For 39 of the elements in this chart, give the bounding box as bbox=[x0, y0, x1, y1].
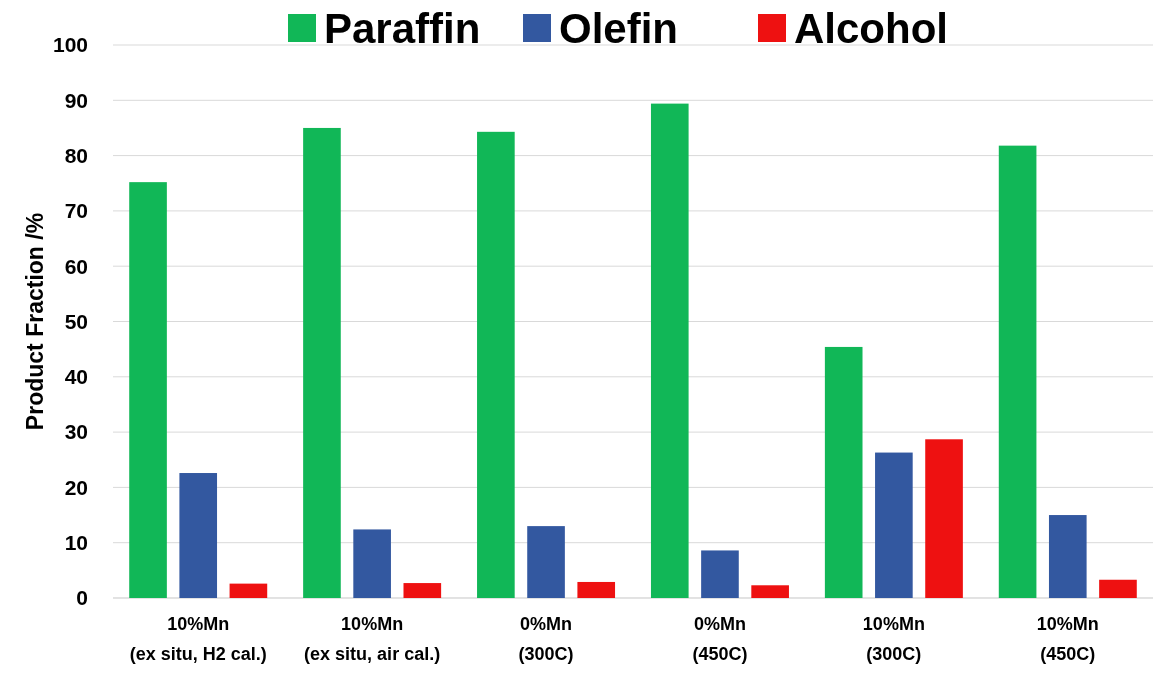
bar bbox=[303, 127, 341, 598]
bar bbox=[403, 583, 442, 598]
bar bbox=[1099, 579, 1137, 598]
y-tick-label: 40 bbox=[64, 365, 88, 389]
y-tick-label: 60 bbox=[64, 254, 88, 278]
y-tick-label: 70 bbox=[64, 199, 88, 223]
y-tick-label: 0 bbox=[76, 586, 88, 610]
bar bbox=[875, 452, 913, 598]
y-tick-label: 10 bbox=[64, 531, 88, 555]
y-tick-label: 50 bbox=[64, 309, 88, 333]
bar bbox=[701, 550, 739, 598]
bar bbox=[998, 145, 1037, 598]
bar bbox=[751, 585, 789, 598]
bar bbox=[577, 581, 616, 598]
y-tick-label: 90 bbox=[64, 88, 88, 112]
bar bbox=[229, 583, 268, 598]
bar bbox=[353, 529, 391, 598]
x-tick-label: 10%Mn (300C) bbox=[862, 614, 925, 664]
y-tick-label: 80 bbox=[64, 143, 88, 167]
y-tick-label: 100 bbox=[52, 33, 88, 57]
y-tick-label: 30 bbox=[64, 420, 88, 444]
legend-label: Olefin bbox=[559, 4, 679, 52]
x-tick-label: 10%Mn (450C) bbox=[1036, 614, 1099, 664]
bar bbox=[824, 346, 863, 598]
y-tick-label: 20 bbox=[64, 475, 88, 499]
y-axis-title: Product Fraction /% bbox=[22, 212, 48, 431]
bar bbox=[477, 131, 515, 598]
legend-label: Paraffin bbox=[324, 4, 481, 52]
bar bbox=[179, 473, 218, 598]
x-tick-label: 10%Mn (ex situ, H2 cal.) bbox=[129, 614, 267, 664]
x-tick-label: 0%Mn (300C) bbox=[518, 614, 574, 664]
x-tick-label: 10%Mn (ex situ, air cal.) bbox=[304, 614, 441, 664]
legend-label: Alcohol bbox=[794, 4, 948, 52]
x-tick-label: 0%Mn (450C) bbox=[692, 614, 748, 664]
bar bbox=[925, 439, 963, 598]
bar bbox=[527, 526, 565, 598]
bar bbox=[1048, 515, 1087, 598]
bar bbox=[129, 182, 167, 598]
bar bbox=[650, 103, 689, 598]
